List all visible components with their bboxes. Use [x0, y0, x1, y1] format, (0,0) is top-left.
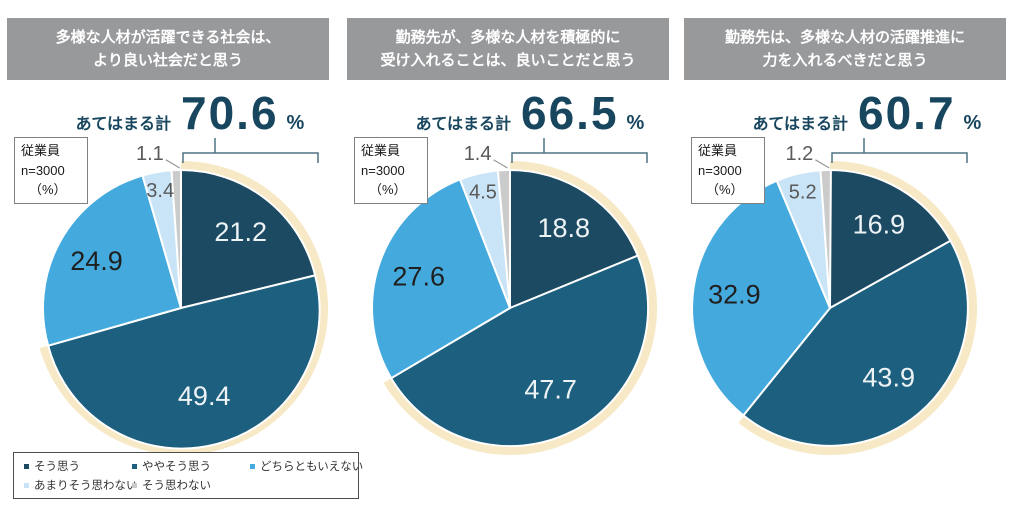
respondent-group: 従業員 — [21, 143, 61, 158]
respondent-unit: （%） — [706, 182, 744, 197]
question-header-line1: 勤務先が、多様な人材を積極的に — [395, 28, 621, 46]
question-header-3: 勤務先は、多様な人材の活躍推進に 力を入れるべきだと思う — [684, 18, 1006, 80]
legend-swatch — [24, 463, 29, 469]
slice-value-label: 1.4 — [464, 143, 492, 165]
respondent-n: n=3000 — [361, 162, 405, 178]
respondent-group: 従業員 — [361, 143, 401, 158]
slice-value-label: 1.2 — [785, 143, 813, 165]
pie-chart-2: 18.8 47.7 27.6 4.5 1.4 — [371, 138, 658, 455]
legend-item: そう思う — [24, 458, 132, 474]
pie-slice-4 — [170, 168, 182, 309]
total-bracket — [831, 138, 968, 163]
legend-item: そう思わない — [132, 477, 250, 493]
pie-slice-1 — [390, 254, 650, 448]
applies-total-label: あてはまる計 — [415, 116, 512, 133]
pie-slice-4 — [819, 168, 832, 309]
pie-slice-2 — [371, 178, 511, 380]
leader-line — [493, 159, 508, 169]
slice-value-label: 16.9 — [853, 210, 906, 240]
slice-value-label: 24.9 — [70, 246, 123, 276]
chart-column-2: 勤務先が、多様な人材を積極的に 受け入れることは、良いことだと思う あてはまる計… — [340, 0, 676, 510]
legend-label: ややそう思う — [142, 461, 211, 473]
applies-total-value: 70.6 — [181, 87, 279, 139]
slice-value-label: 49.4 — [178, 381, 231, 411]
legend-label: そう思う — [34, 461, 80, 473]
applies-total-1: あてはまる計 70.6 % — [22, 90, 358, 142]
percent-sign: % — [286, 112, 305, 134]
legend: そう思う ややそう思う どちらともいえない あまりそう思わない そう思わない — [13, 452, 363, 499]
pie-chart-1: 21.2 49.4 24.9 3.4 1.1 — [39, 138, 329, 455]
leader-line — [165, 159, 181, 169]
question-header-line1: 多様な人材が活躍できる社会は、 — [55, 28, 281, 46]
respondent-unit: （%） — [29, 182, 67, 197]
pie-slice-4 — [496, 168, 511, 309]
question-header-line1: 勤務先は、多様な人材の活躍推進に — [724, 28, 965, 46]
question-header-line2: 受け入れることは、良いことだと思う — [380, 52, 636, 69]
legend-item: どちらともいえない — [250, 458, 363, 474]
slice-value-label: 3.4 — [146, 180, 174, 202]
legend-label: どちらともいえない — [260, 461, 364, 473]
question-header-line2: より良い社会だと思う — [93, 52, 243, 69]
respondent-unit: （%） — [369, 182, 407, 197]
legend-item: ややそう思う — [132, 458, 250, 474]
respondent-group: 従業員 — [698, 143, 738, 158]
slice-value-label: 1.1 — [136, 143, 164, 165]
slice-value-label: 47.7 — [524, 375, 577, 405]
legend-item: あまりそう思わない — [24, 477, 138, 493]
legend-swatch — [250, 463, 255, 469]
leader-line — [815, 159, 830, 169]
chart-column-1: 多様な人材が活躍できる社会は、 より良い社会だと思う あてはまる計 70.6 %… — [0, 0, 336, 510]
slice-value-label: 27.6 — [392, 261, 445, 291]
pie-slice-2 — [41, 174, 182, 347]
question-header-2: 勤務先が、多様な人材を積極的に 受け入れることは、良いことだと思う — [347, 18, 669, 80]
legend-label: そう思わない — [142, 480, 211, 492]
applies-total-2: あてはまる計 66.5 % — [362, 90, 698, 142]
respondent-n: n=3000 — [21, 162, 65, 178]
applies-total-label: あてはまる計 — [752, 116, 849, 133]
pie-chart-3: 16.9 43.9 32.9 5.2 1.2 — [691, 138, 978, 455]
slice-value-label: 18.8 — [538, 213, 591, 243]
applies-total-3: あてはまる計 60.7 % — [699, 90, 1010, 142]
legend-label: あまりそう思わない — [34, 480, 138, 492]
pie-slice-1 — [742, 239, 969, 447]
chart-column-3: 勤務先は、多様な人材の活躍推進に 力を入れるべきだと思う あてはまる計 60.7… — [677, 0, 1010, 510]
pie-slice-1 — [47, 274, 321, 450]
applies-total-label: あてはまる計 — [75, 116, 172, 133]
slice-value-label: 43.9 — [862, 363, 915, 393]
legend-swatch — [24, 482, 29, 488]
total-bracket — [511, 138, 648, 163]
legend-swatch — [132, 463, 137, 469]
percent-sign: % — [963, 112, 982, 134]
pie-slice-0 — [180, 169, 317, 309]
respondent-box-2: 従業員 n=3000 （%） — [354, 137, 428, 204]
total-bracket — [182, 138, 319, 163]
question-header-1: 多様な人材が活躍できる社会は、 より良い社会だと思う — [7, 18, 329, 80]
respondent-box-3: 従業員 n=3000 （%） — [691, 137, 765, 204]
slice-value-label: 21.2 — [214, 217, 267, 247]
pie-slice-0 — [829, 169, 952, 309]
slice-value-label: 4.5 — [469, 181, 497, 203]
pie-slice-0 — [509, 169, 639, 309]
question-header-line2: 力を入れるべきだと思う — [762, 52, 928, 69]
slice-value-label: 5.2 — [789, 182, 817, 204]
respondent-n: n=3000 — [698, 162, 742, 178]
applies-total-value: 60.7 — [858, 87, 956, 139]
slice-value-label: 32.9 — [708, 279, 761, 309]
respondent-box-1: 従業員 n=3000 （%） — [14, 137, 88, 204]
legend-swatch — [132, 482, 137, 488]
percent-sign: % — [626, 112, 645, 134]
applies-total-value: 66.5 — [521, 87, 619, 139]
